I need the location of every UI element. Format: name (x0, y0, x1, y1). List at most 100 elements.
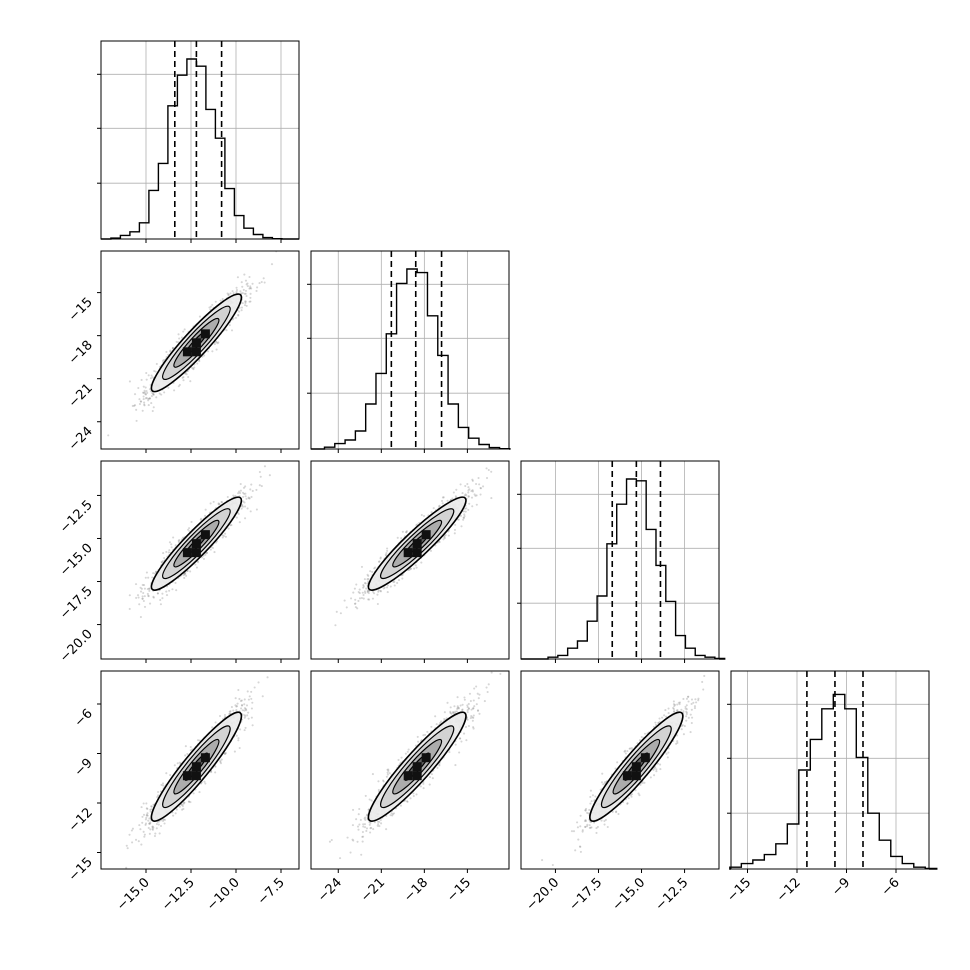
scatter-point (213, 551, 216, 554)
scatter-point (185, 373, 188, 376)
scatter-point (221, 534, 224, 537)
scatter-point (462, 518, 465, 521)
scatter-point (367, 592, 370, 595)
scatter-point (470, 496, 474, 499)
scatter-point (195, 566, 199, 569)
scatter-point (386, 584, 389, 587)
scatter-point (147, 595, 150, 598)
scatter-point (365, 587, 368, 590)
scatter-point (244, 300, 247, 303)
scatter-point (382, 587, 385, 590)
scatter-point (145, 378, 148, 381)
scatter-point (392, 580, 395, 583)
scatter-point (143, 595, 146, 598)
scatter-point (465, 507, 468, 510)
scatter-point (374, 566, 377, 569)
scatter-point (459, 483, 462, 486)
scatter-point (470, 490, 473, 493)
scatter-point (167, 386, 170, 389)
scatter-point (240, 292, 243, 295)
scatter-point (362, 586, 365, 589)
scatter-point (234, 494, 237, 497)
scatter-point (362, 585, 365, 588)
scatter-point (142, 584, 146, 587)
scatter-point (171, 588, 174, 591)
scatter-point (379, 590, 382, 593)
scatter-point (225, 329, 228, 332)
scatter-point (140, 587, 143, 590)
scatter-point (148, 397, 151, 400)
scatter-point (471, 479, 474, 482)
scatter-point (485, 476, 489, 480)
scatter-point (221, 297, 224, 300)
scatter-point (192, 368, 195, 371)
scatter-point (211, 303, 214, 306)
scatter-point (245, 283, 248, 286)
scatter-point (471, 489, 474, 492)
scatter-point (221, 536, 224, 539)
scatter-point (140, 590, 143, 593)
scatter-point (478, 483, 481, 486)
scatter-point (463, 513, 466, 516)
scatter-point (444, 534, 447, 537)
scatter-point (260, 281, 263, 284)
scatter-point (353, 587, 356, 590)
scatter-point (204, 514, 207, 517)
scatter-point (143, 389, 146, 392)
scatter-point (198, 360, 201, 363)
scatter-point (191, 367, 195, 370)
density-panel-2-1 (107, 251, 278, 437)
scatter-point (209, 548, 212, 551)
scatter-point (161, 597, 164, 600)
scatter-point (177, 539, 180, 542)
scatter-point (234, 316, 238, 319)
scatter-point (490, 470, 493, 473)
scatter-point (461, 492, 464, 495)
scatter-point (409, 567, 412, 570)
scatter-point (152, 406, 155, 409)
scatter-point (190, 366, 193, 369)
scatter-point (209, 502, 212, 505)
scatter-point (366, 578, 369, 581)
scatter-point (145, 390, 148, 393)
scatter-point (146, 588, 149, 591)
scatter-point (238, 521, 241, 524)
scatter-point (193, 366, 196, 369)
scatter-point (249, 285, 252, 288)
scatter-point (177, 385, 180, 388)
scatter-point (161, 592, 164, 595)
scatter-point (153, 572, 156, 575)
scatter-point (148, 388, 152, 391)
scatter-point (471, 490, 474, 493)
scatter-point (237, 512, 240, 516)
scatter-point (149, 602, 152, 605)
scatter-point (453, 528, 457, 531)
scatter-point (134, 583, 138, 586)
scatter-point (465, 494, 468, 497)
scatter-point (196, 362, 199, 365)
scatter-point (165, 594, 169, 597)
scatter-point (455, 488, 458, 491)
scatter-point (246, 285, 249, 288)
scatter-point (136, 594, 140, 597)
scatter-point (367, 598, 370, 601)
scatter-point (474, 494, 477, 497)
scatter-point (393, 584, 396, 587)
scatter-point (189, 570, 192, 573)
scatter-point (144, 393, 148, 396)
scatter-point (163, 557, 166, 560)
scatter-point (334, 624, 337, 627)
scatter-point (467, 489, 470, 492)
scatter-point (161, 359, 164, 362)
scatter-point (216, 342, 219, 345)
scatter-point (362, 584, 365, 587)
scatter-point (247, 497, 251, 500)
scatter-point (205, 551, 208, 554)
scatter-point (479, 487, 483, 490)
scatter-point (165, 590, 168, 593)
scatter-point (441, 502, 444, 505)
density-peak-cell (200, 329, 210, 339)
scatter-point (141, 597, 144, 600)
scatter-point (182, 379, 185, 382)
density-peak-cell (191, 347, 201, 357)
